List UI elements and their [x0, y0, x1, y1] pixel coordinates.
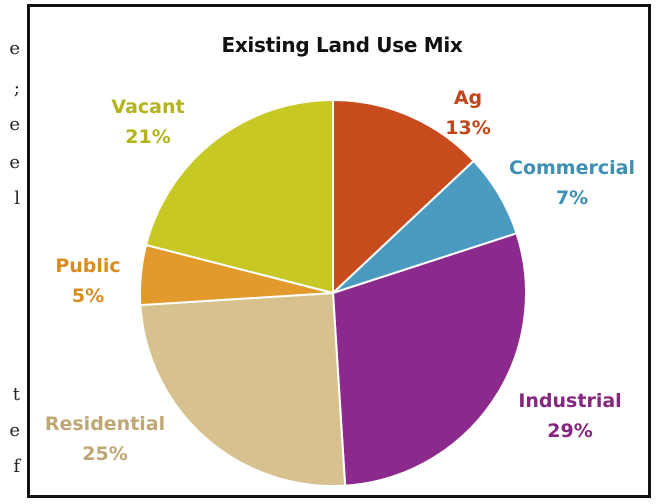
slice-value-public: 5% [72, 285, 104, 307]
pie-slice-residential [139, 291, 347, 487]
slice-label-residential: Residential [45, 413, 165, 435]
slice-value-residential: 25% [82, 443, 127, 465]
edge-char: ; [13, 78, 20, 99]
slice-value-vacant: 21% [125, 126, 170, 148]
edge-char: e [9, 114, 20, 135]
slice-value-commercial: 7% [556, 187, 588, 209]
edge-char: t [12, 384, 20, 405]
slice-label-public: Public [55, 255, 120, 277]
chart-title: Existing Land Use Mix [221, 33, 463, 57]
edge-char: e [9, 38, 20, 59]
edge-char: f [13, 456, 20, 477]
edge-char: l [14, 188, 20, 209]
slice-label-vacant: Vacant [111, 96, 184, 118]
slice-value-ag: 13% [445, 117, 490, 139]
slice-value-industrial: 29% [547, 420, 592, 442]
pie-slice-ag [332, 98, 476, 296]
chart-frame: Existing Land Use Mix Ag 13% Commercial 7% I… [27, 4, 651, 498]
pie-slice-industrial [331, 232, 527, 487]
edge-char: e [9, 420, 20, 441]
slice-label-ag: Ag [454, 87, 482, 109]
pie-slice-vacant [144, 98, 334, 295]
slice-label-industrial: Industrial [518, 390, 621, 412]
slice-label-commercial: Commercial [509, 157, 635, 179]
edge-char: e [9, 152, 20, 173]
pie-chart: Ag 13% Commercial 7% Industrial 29% Residentia… [45, 87, 635, 487]
page-edge-text: e ; e e l t e f [0, 0, 24, 504]
